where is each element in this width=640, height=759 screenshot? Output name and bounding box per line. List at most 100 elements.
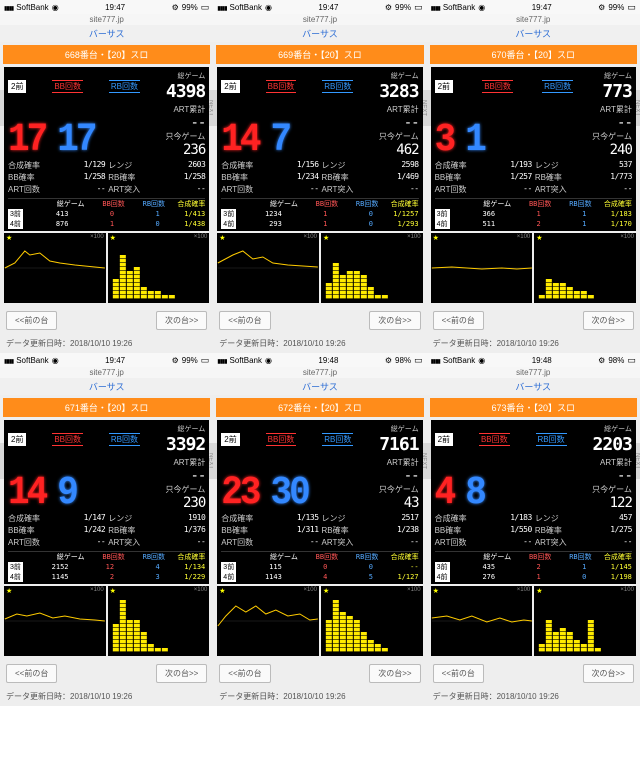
- tag-2mae: 2前: [8, 433, 26, 446]
- url-bar[interactable]: site777.jp: [0, 367, 213, 378]
- stat-bbrate: 1/550: [470, 525, 532, 536]
- prev-machine-button[interactable]: <<前の台: [433, 311, 484, 330]
- stat-artcnt: --: [470, 184, 532, 195]
- prev-machine-button[interactable]: <<前の台: [219, 664, 270, 683]
- status-bar: SoftBank 19:47 ⚙99%: [427, 0, 640, 14]
- status-time: 19:47: [532, 3, 552, 12]
- stat-renji: 2517: [356, 513, 418, 524]
- history-row-4: 4前293101/293: [221, 219, 418, 229]
- stat-artcnt: --: [43, 537, 105, 548]
- stat-artcnt: --: [256, 184, 318, 195]
- data-panel: 2前 BB回数 RB回数 総ゲーム7161 23 30 ART累計-- 只今ゲー…: [217, 420, 422, 584]
- status-bar: SoftBank 19:47 ⚙99%: [0, 0, 213, 14]
- next-machine-button[interactable]: 次の台>>: [369, 664, 420, 683]
- status-time: 19:47: [105, 3, 125, 12]
- game-title[interactable]: バーサス: [427, 378, 640, 395]
- total-games: 3283: [379, 81, 418, 102]
- wifi-icon: [478, 356, 485, 365]
- next-machine-button[interactable]: 次の台>>: [583, 311, 634, 330]
- status-bar: SoftBank 19:47 ⚙99%: [0, 353, 213, 367]
- stat-artin: --: [143, 184, 205, 195]
- battery-icon: [414, 355, 423, 366]
- rb-label: RB回数: [542, 80, 573, 93]
- stat-rbrate: 1/376: [143, 525, 205, 536]
- status-time: 19:47: [318, 3, 338, 12]
- next-machine-button[interactable]: 次の台>>: [583, 664, 634, 683]
- url-bar[interactable]: site777.jp: [213, 367, 426, 378]
- bar-chart: ★×100: [321, 586, 423, 656]
- bb-count: 14: [8, 473, 45, 513]
- status-bar: SoftBank 19:47 ⚙99%: [213, 0, 426, 14]
- machine-band: 672番台・【20】スロ: [216, 398, 423, 417]
- stat-artin: --: [356, 184, 418, 195]
- history-row-4: 4前276101/198: [435, 572, 632, 582]
- stat-renji: 537: [570, 160, 632, 171]
- bb-count: 17: [8, 120, 45, 160]
- stat-artcnt: --: [256, 537, 318, 548]
- current-games: 236: [166, 142, 206, 158]
- footer-updated: データ更新日時：2018/10/10 19:26: [213, 334, 426, 353]
- prev-machine-button[interactable]: <<前の台: [6, 664, 57, 683]
- stat-renji: 457: [570, 513, 632, 524]
- history-row-3: 3前435211/145: [435, 562, 632, 572]
- current-games: 462: [379, 142, 419, 158]
- wifi-icon: [265, 3, 272, 12]
- bar-chart: ★×100: [108, 233, 210, 303]
- rb-count: 30: [271, 473, 308, 513]
- rb-count: 17: [57, 120, 94, 160]
- footer-updated: データ更新日時：2018/10/10 19:26: [0, 334, 213, 353]
- carrier-label: SoftBank: [230, 356, 262, 365]
- url-bar[interactable]: site777.jp: [213, 14, 426, 25]
- url-bar[interactable]: site777.jp: [427, 367, 640, 378]
- machine-band: 670番台・【20】スロ: [430, 45, 637, 64]
- rb-count: 8: [465, 473, 484, 513]
- history-row-3: 3前11500--: [221, 562, 418, 572]
- signal-icon: [4, 356, 13, 365]
- game-title[interactable]: バーサス: [213, 25, 426, 42]
- next-machine-button[interactable]: 次の台>>: [369, 311, 420, 330]
- bb-label: BB回数: [266, 80, 297, 93]
- tag-2mae: 2前: [435, 80, 453, 93]
- prev-machine-button[interactable]: <<前の台: [219, 311, 270, 330]
- battery-pct: 99%: [395, 3, 411, 12]
- bb-count: 4: [435, 473, 454, 513]
- game-title[interactable]: バーサス: [0, 25, 213, 42]
- footer-updated: データ更新日時：2018/10/10 19:26: [213, 687, 426, 706]
- stat-artin: --: [570, 184, 632, 195]
- footer-updated: データ更新日時：2018/10/10 19:26: [427, 334, 640, 353]
- footer-updated: データ更新日時：2018/10/10 19:26: [427, 687, 640, 706]
- battery-pct: 99%: [182, 356, 198, 365]
- prev-machine-button[interactable]: <<前の台: [433, 664, 484, 683]
- next-machine-button[interactable]: 次の台>>: [156, 311, 207, 330]
- data-panel: 2前 BB回数 RB回数 総ゲーム2203 4 8 ART累計-- 只今ゲーム1…: [431, 420, 636, 584]
- bb-label: BB回数: [52, 80, 83, 93]
- next-machine-button[interactable]: 次の台>>: [156, 664, 207, 683]
- stat-renji: 2603: [143, 160, 205, 171]
- battery-icon: [201, 355, 210, 366]
- url-bar[interactable]: site777.jp: [0, 14, 213, 25]
- signal-icon: [431, 356, 440, 365]
- footer-updated: データ更新日時：2018/10/10 19:26: [0, 687, 213, 706]
- status-time: 19:48: [532, 356, 552, 365]
- url-bar[interactable]: site777.jp: [427, 14, 640, 25]
- rb-label: RB回数: [109, 433, 140, 446]
- wifi-icon: [265, 356, 272, 365]
- total-games: 3392: [166, 434, 205, 455]
- wifi-icon: [52, 3, 59, 12]
- stat-bbrate: 1/234: [256, 172, 318, 183]
- stat-bbrate: 1/257: [470, 172, 532, 183]
- signal-icon: [431, 3, 440, 12]
- wifi-icon: [478, 3, 485, 12]
- status-bar: SoftBank 19:48 ⚙98%: [427, 353, 640, 367]
- signal-icon: [217, 356, 226, 365]
- data-panel: 2前 BB回数 RB回数 総ゲーム4398 17 17 ART累計-- 只今ゲー…: [4, 67, 209, 231]
- bar-chart: ★×100: [108, 586, 210, 656]
- battery-icon: [414, 2, 423, 13]
- game-title[interactable]: バーサス: [427, 25, 640, 42]
- game-title[interactable]: バーサス: [213, 378, 426, 395]
- game-title[interactable]: バーサス: [0, 378, 213, 395]
- carrier-label: SoftBank: [443, 3, 475, 12]
- bar-chart: ★×100: [534, 233, 636, 303]
- prev-machine-button[interactable]: <<前の台: [6, 311, 57, 330]
- data-panel: 2前 BB回数 RB回数 総ゲーム773 3 1 ART累計-- 只今ゲーム24…: [431, 67, 636, 231]
